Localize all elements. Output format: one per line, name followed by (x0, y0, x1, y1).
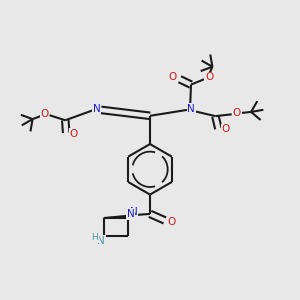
Text: O: O (168, 217, 176, 226)
Text: O: O (169, 72, 177, 82)
Text: N: N (98, 236, 105, 246)
Text: N: N (188, 104, 195, 114)
Text: O: O (40, 109, 49, 119)
Text: N: N (127, 209, 134, 219)
Text: O: O (205, 73, 213, 82)
Text: O: O (233, 108, 241, 118)
Text: N: N (93, 104, 101, 114)
Text: O: O (222, 124, 230, 134)
Text: N: N (130, 207, 137, 218)
Text: H: H (91, 233, 98, 242)
Text: O: O (70, 129, 78, 139)
